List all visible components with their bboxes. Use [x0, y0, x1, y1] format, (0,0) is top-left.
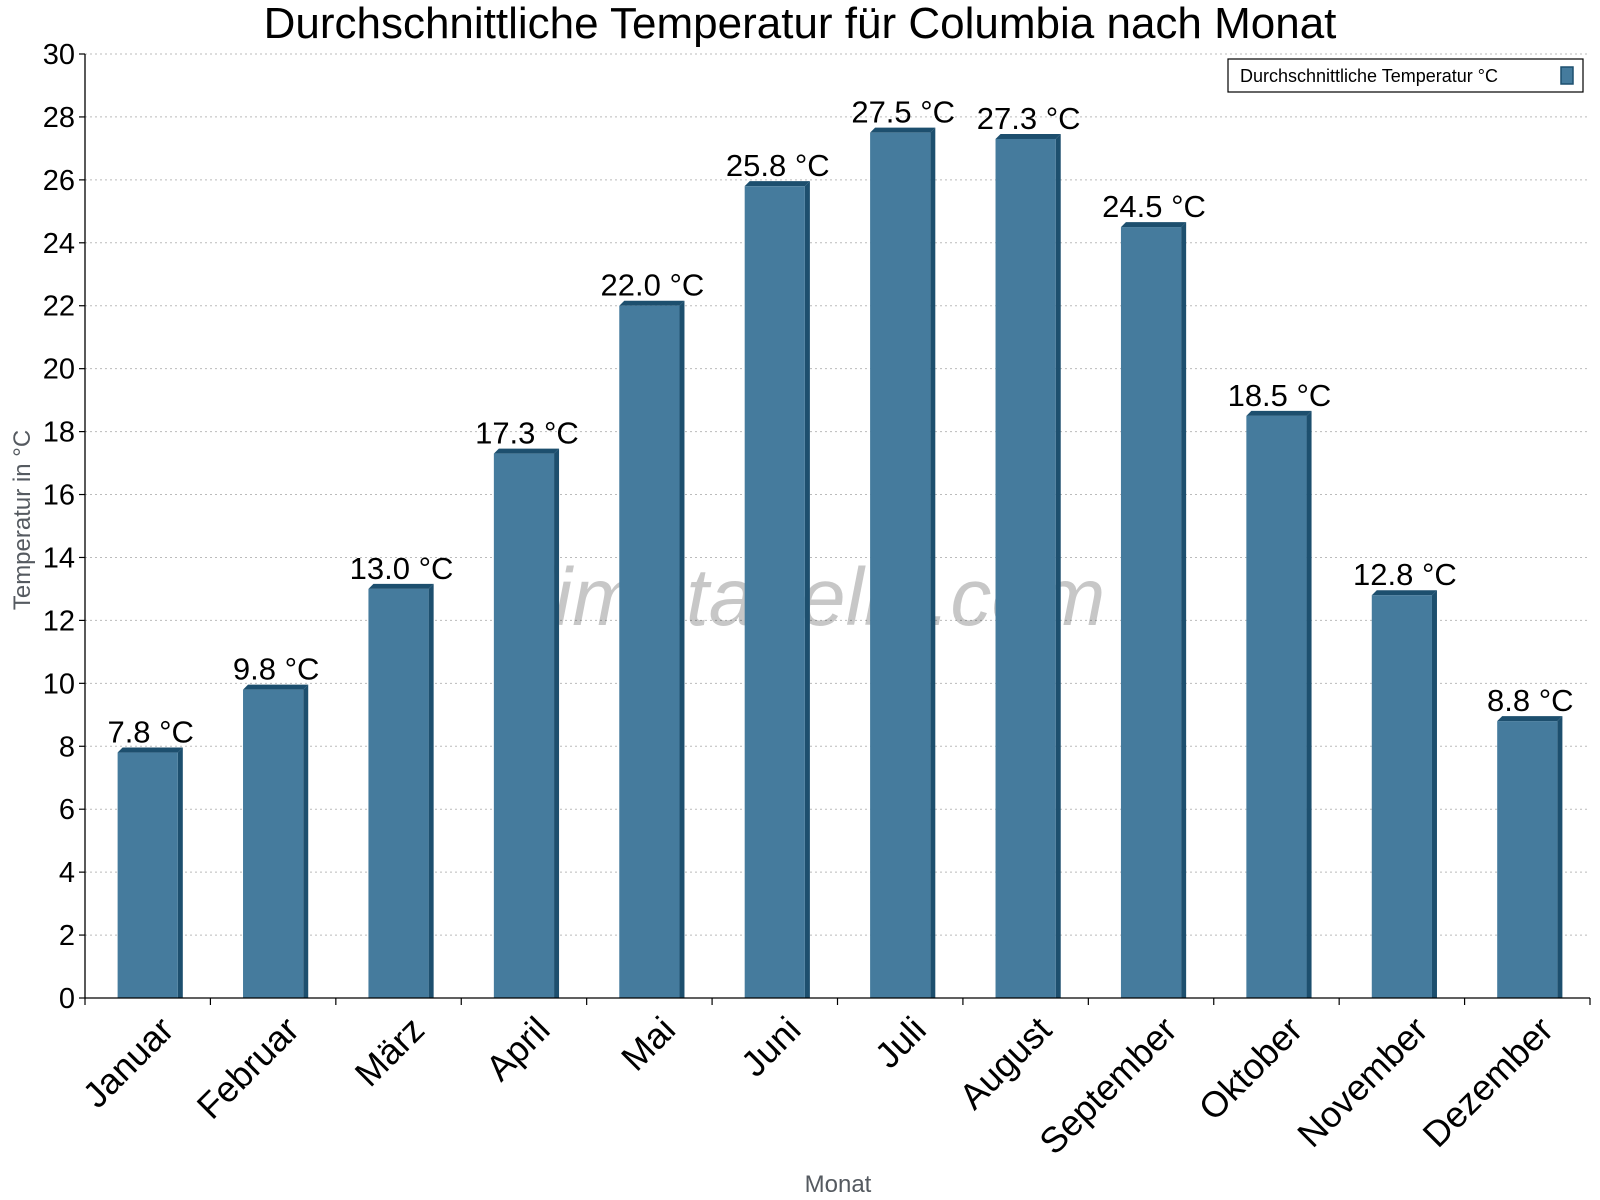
data-label: 27.5 °C — [851, 95, 955, 130]
data-label: 7.8 °C — [107, 715, 194, 750]
data-label: 12.8 °C — [1353, 557, 1457, 592]
x-tick-label: November — [1289, 1009, 1435, 1155]
x-tick-label: Juli — [867, 1009, 934, 1076]
bar — [870, 132, 931, 998]
y-tick-label: 16 — [43, 480, 75, 512]
bar-top — [117, 747, 183, 753]
x-axis-title: Monat — [805, 1171, 872, 1198]
bar-side — [930, 127, 936, 998]
x-tick-label: Januar — [75, 1009, 182, 1116]
y-tick-label: 22 — [43, 291, 75, 323]
data-label: 13.0 °C — [350, 551, 454, 586]
bar-side — [303, 684, 309, 998]
data-label: 8.8 °C — [1487, 683, 1574, 718]
bar-side — [428, 583, 434, 998]
data-label: 22.0 °C — [601, 268, 705, 303]
legend-label: Durchschnittliche Temperatur °C — [1240, 66, 1498, 86]
bar-top — [744, 181, 810, 187]
bar — [1120, 227, 1182, 999]
y-tick-label: 0 — [59, 983, 75, 1015]
bar — [744, 186, 805, 998]
bar-top — [1120, 222, 1187, 228]
y-tick-label: 12 — [43, 605, 75, 637]
data-labels: 7.8 °C 9.8 °C 13.0 °C 17.3 °C 22.0 °C 25.8 °C… — [107, 95, 1573, 750]
y-tick-label: 10 — [43, 668, 75, 700]
y-tick-label: 2 — [59, 920, 75, 952]
x-tick-label: Juni — [733, 1009, 809, 1085]
bar-side — [1181, 222, 1187, 999]
data-label: 17.3 °C — [475, 416, 579, 451]
bar-top — [995, 133, 1061, 139]
legend: Durchschnittliche Temperatur °C — [1227, 58, 1584, 93]
x-tick-label: September — [1031, 1009, 1185, 1163]
y-tick-label: 26 — [43, 165, 75, 197]
bar-side — [1306, 410, 1312, 998]
bars — [117, 127, 1563, 999]
x-tick-label: März — [347, 1009, 433, 1095]
y-axis-title: Temperatur in °C — [9, 430, 36, 610]
legend-swatch — [1560, 66, 1574, 85]
x-tick-label: Oktober — [1191, 1009, 1311, 1129]
y-tick-label: 4 — [59, 857, 75, 889]
bar — [493, 453, 555, 998]
bar — [368, 588, 429, 998]
bar — [1371, 595, 1432, 998]
bar-top — [243, 684, 309, 690]
bar-side — [804, 181, 810, 998]
y-tick-label: 28 — [43, 102, 75, 134]
bar-side — [554, 448, 560, 998]
y-tick-label: 14 — [43, 542, 75, 574]
bar-top — [1497, 716, 1563, 722]
x-tick-label: Februar — [189, 1009, 307, 1127]
grid-lines — [85, 53, 1590, 936]
x-tick-label: August — [951, 1009, 1059, 1117]
bar-side — [1431, 590, 1437, 998]
y-tick-label: 8 — [59, 731, 75, 763]
legend-box — [1227, 58, 1584, 93]
bar-side — [1055, 133, 1061, 998]
bar-top — [619, 300, 685, 306]
y-tick-label: 18 — [43, 417, 75, 449]
data-label: 9.8 °C — [233, 652, 320, 687]
data-label: 25.8 °C — [726, 148, 830, 183]
y-tick-label: 30 — [43, 39, 75, 71]
bar-top — [1246, 410, 1312, 416]
bar — [117, 752, 178, 998]
bar-side — [1557, 716, 1563, 998]
bar-top — [870, 127, 936, 133]
bar-side — [177, 747, 183, 998]
y-tick-label: 6 — [59, 794, 75, 826]
bar — [619, 305, 680, 998]
chart-title: Durchschnittliche Temperatur für Columbi… — [263, 0, 1337, 48]
y-tick-label: 20 — [43, 354, 75, 386]
x-tick-label: Dezember — [1415, 1009, 1561, 1155]
data-label: 18.5 °C — [1228, 378, 1332, 413]
bar — [1497, 721, 1558, 998]
bar-top — [493, 448, 560, 454]
bar-side — [679, 300, 685, 998]
bar-top — [368, 583, 434, 589]
x-tick-label: Mai — [613, 1009, 683, 1079]
y-tick-label: 24 — [43, 228, 75, 260]
bar — [1246, 415, 1307, 998]
bar — [995, 138, 1056, 998]
bar-top — [1371, 590, 1437, 596]
bar — [243, 689, 304, 998]
data-label: 27.3 °C — [977, 101, 1081, 136]
x-tick-label: April — [478, 1009, 558, 1089]
data-label: 24.5 °C — [1102, 189, 1206, 224]
